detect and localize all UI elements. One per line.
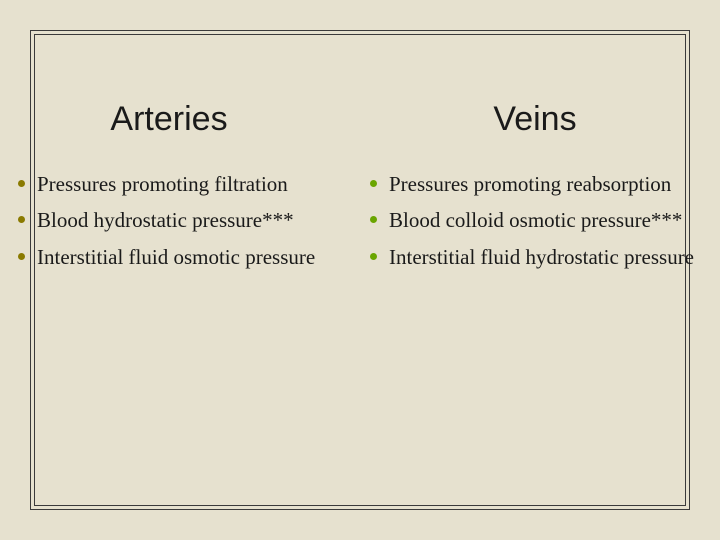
bullet-icon [370, 180, 377, 187]
bullet-icon [18, 180, 25, 187]
list-item: Pressures promoting filtration [18, 169, 360, 199]
list-item-text: Pressures promoting reabsorption [389, 169, 720, 199]
bullet-icon [370, 216, 377, 223]
right-column: Veins Pressures promoting reabsorption B… [360, 100, 720, 278]
list-item-text: Blood hydrostatic pressure*** [37, 205, 360, 235]
bullet-icon [18, 216, 25, 223]
right-bullet-list: Pressures promoting reabsorption Blood c… [370, 169, 720, 272]
left-column-title: Arteries [18, 100, 360, 139]
slide-content: Arteries Pressures promoting filtration … [0, 0, 720, 540]
bullet-icon [18, 253, 25, 260]
bullet-icon [370, 253, 377, 260]
list-item-text: Blood colloid osmotic pressure*** [389, 205, 720, 235]
list-item: Pressures promoting reabsorption [370, 169, 720, 199]
list-item-text: Interstitial fluid hydrostatic pressure [389, 242, 720, 272]
list-item: Interstitial fluid osmotic pressure [18, 242, 360, 272]
list-item-text: Pressures promoting filtration [37, 169, 360, 199]
right-column-title: Veins [370, 100, 720, 139]
list-item-text: Interstitial fluid osmotic pressure [37, 242, 360, 272]
list-item: Interstitial fluid hydrostatic pressure [370, 242, 720, 272]
list-item: Blood hydrostatic pressure*** [18, 205, 360, 235]
two-column-layout: Arteries Pressures promoting filtration … [0, 100, 720, 278]
list-item: Blood colloid osmotic pressure*** [370, 205, 720, 235]
left-bullet-list: Pressures promoting filtration Blood hyd… [18, 169, 360, 272]
left-column: Arteries Pressures promoting filtration … [0, 100, 360, 278]
